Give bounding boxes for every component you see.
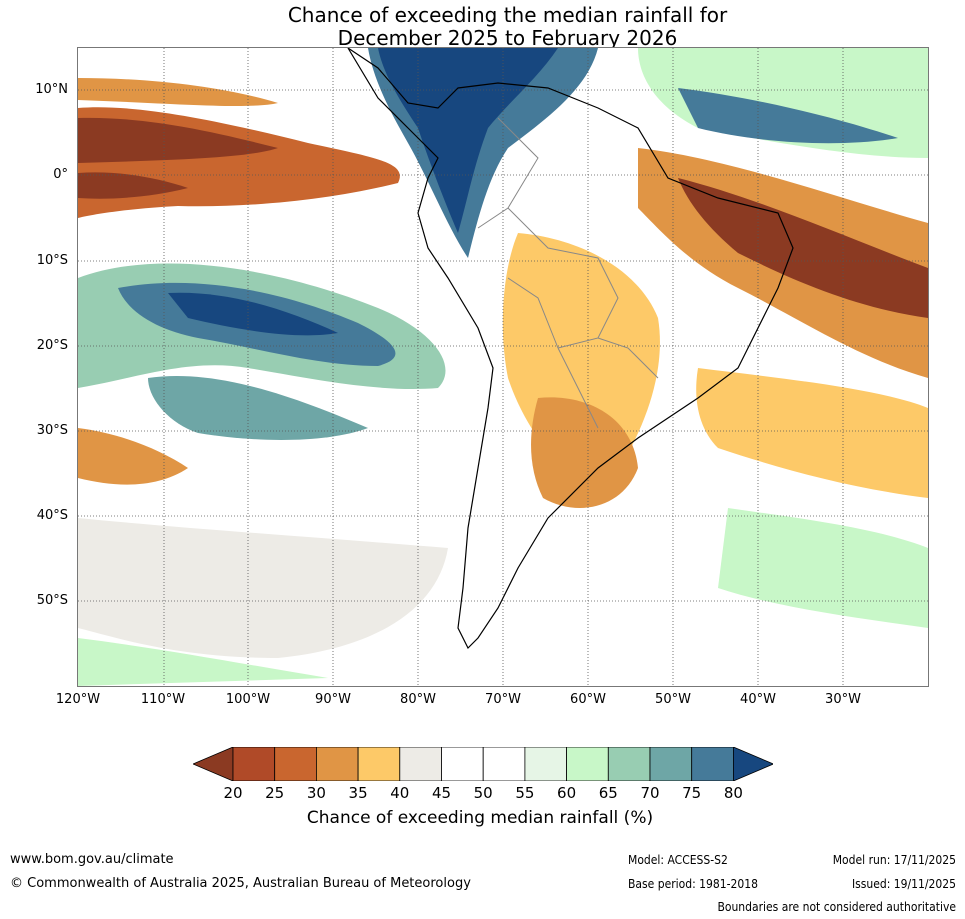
lon-label-40w: 40°W — [740, 692, 776, 707]
wet-region-south-atlantic — [718, 508, 928, 628]
legend-swatch-50 — [482, 747, 526, 781]
footer-copyright: © Commonwealth of Australia 2025, Austra… — [10, 876, 471, 891]
title-line-2: December 2025 to February 2026 — [337, 26, 678, 50]
legend-swatch-40 — [399, 747, 442, 781]
lon-label-50w: 50°W — [655, 692, 691, 707]
legend-tick-70: 70 — [640, 784, 660, 802]
legend-tick-45: 45 — [431, 784, 452, 802]
legend-swatch-55 — [524, 747, 567, 781]
lat-label-30s: 30°S — [36, 423, 68, 438]
legend-tick-30: 30 — [306, 784, 326, 802]
deep-wet-core-southeast-pacific — [168, 292, 338, 336]
moderate-dry-band-north — [78, 78, 278, 107]
dry-region-southwest-pacific — [78, 428, 188, 485]
map-graphic — [78, 48, 928, 686]
graticule — [78, 48, 928, 686]
title-line-1: Chance of exceeding the median rainfall … — [287, 3, 728, 27]
lon-label-90w: 90°W — [315, 692, 351, 707]
lon-label-100w: 100°W — [225, 692, 271, 707]
lon-label-80w: 80°W — [400, 692, 436, 707]
very-dry-region-northeast-brazil — [678, 178, 928, 318]
rainfall-map — [77, 47, 929, 687]
south-america-coastline — [347, 48, 794, 650]
legend-tick-75: 75 — [682, 784, 702, 802]
wet-region-southern-ocean — [78, 638, 328, 686]
footer-boundaries-note: Boundaries are not considered authoritat… — [717, 900, 956, 914]
moderate-dry-region-argentina — [531, 397, 638, 508]
map-title: Chance of exceeding the median rainfall … — [0, 4, 965, 50]
very-wet-region-colombia — [378, 48, 558, 233]
legend-swatch-60 — [566, 747, 609, 781]
legend-tick-65: 65 — [598, 784, 618, 802]
legend-swatch-35 — [357, 747, 401, 781]
legend-tick-25: 25 — [265, 784, 285, 802]
legend-title: Chance of exceeding median rainfall (%) — [306, 808, 654, 828]
lon-label-120w: 120°W — [55, 692, 101, 707]
footer-base-period: Base period: 1981-2018 — [628, 877, 759, 891]
lat-label-50s: 50°S — [36, 593, 68, 608]
legend-swatch-25 — [274, 747, 317, 781]
legend-tick-55: 55 — [515, 784, 535, 802]
lon-label-30w: 30°W — [825, 692, 861, 707]
legend-swatch-45 — [441, 747, 484, 781]
very-dry-region-equatorial-pacific — [78, 117, 278, 163]
footer-issued: Issued: 19/11/2025 — [851, 877, 956, 891]
legend-swatch-above-80 — [733, 747, 773, 781]
lat-label-40s: 40°S — [36, 508, 68, 523]
footer-model: Model: ACCESS-S2 — [628, 853, 728, 867]
legend-swatch-below-20 — [193, 747, 234, 781]
lon-label-60w: 60°W — [570, 692, 606, 707]
very-dry-region-equator-west — [78, 172, 188, 199]
legend-swatch-65 — [607, 747, 651, 781]
lon-label-110w: 110°W — [140, 692, 186, 707]
legend-swatch-75 — [691, 747, 734, 781]
country-borders — [477, 117, 659, 429]
legend-tick-40: 40 — [390, 784, 410, 802]
lon-label-70w: 70°W — [485, 692, 521, 707]
legend-swatch-70 — [649, 747, 693, 781]
legend-tick-80: 80 — [723, 784, 743, 802]
legend-tick-60: 60 — [557, 784, 577, 802]
lat-label-20s: 20°S — [36, 338, 68, 353]
dry-region-south-atlantic — [696, 368, 928, 498]
legend-tick-35: 35 — [348, 784, 368, 802]
lat-label-10n: 10°N — [35, 82, 68, 97]
lat-label-10s: 10°S — [36, 253, 68, 268]
lat-label-equator: 0° — [53, 167, 68, 182]
legend-swatch-20 — [232, 747, 276, 781]
footer-model-run: Model run: 17/11/2025 — [832, 853, 956, 867]
legend-tick-50: 50 — [473, 784, 493, 802]
neutral-region-south-pacific — [78, 518, 448, 658]
footer-url[interactable]: www.bom.gov.au/climate — [10, 852, 174, 867]
legend-tick-20: 20 — [223, 784, 243, 802]
legend-colorbar — [193, 747, 773, 781]
wet-region-southern-pacific — [148, 376, 368, 440]
legend-swatch-30 — [316, 747, 359, 781]
wet-region-atlantic-north — [638, 48, 928, 158]
forecast-field — [78, 48, 928, 686]
legend-swatches — [193, 747, 773, 781]
